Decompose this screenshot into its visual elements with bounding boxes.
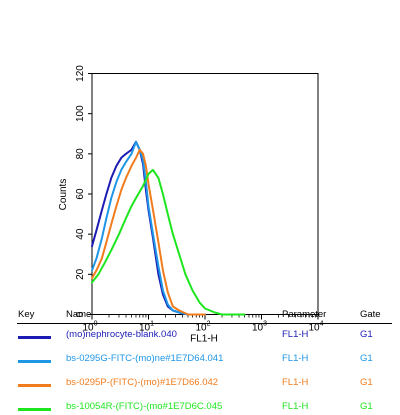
y-tick-label: 60 bbox=[75, 188, 86, 200]
series-line-2 bbox=[91, 140, 206, 316]
key-gate-cell: G1 bbox=[360, 353, 373, 364]
key-name-cell: bs-10054R-(FITC)-(mo#1E7D6C.045 bbox=[66, 401, 223, 412]
key-table-row: bs-0295G-FITC-(mo)ne#1E7D64.041 FL1-H G1 bbox=[0, 351, 400, 367]
key-header: Key bbox=[18, 309, 35, 320]
series-line-1 bbox=[91, 140, 206, 316]
x-axis-label: FL1-H bbox=[190, 334, 218, 345]
key-gate-cell: G1 bbox=[360, 377, 373, 388]
key-table-row: bs-0295P-(FITC)-(mo)#1E7D66.042 FL1-H G1 bbox=[0, 375, 400, 391]
series-line-3 bbox=[91, 148, 206, 316]
y-tick-label: 40 bbox=[75, 228, 86, 240]
key-gate-cell: G1 bbox=[360, 329, 373, 340]
key-name-cell: bs-0295P-(FITC)-(mo)#1E7D66.042 bbox=[66, 377, 219, 388]
key-table-row: bs-10054R-(FITC)-(mo#1E7D6C.045 FL1-H G1 bbox=[0, 399, 400, 415]
key-name-cell: (mo)nephrocyte-blank.040 bbox=[66, 329, 177, 340]
gate-header: Gate bbox=[360, 309, 381, 320]
key-table-header: Key Name Parameter Gate bbox=[0, 307, 400, 324]
key-table-row: (mo)nephrocyte-blank.040 FL1-H G1 bbox=[0, 327, 400, 343]
y-axis-label: Counts bbox=[58, 179, 69, 211]
key-name-cell: bs-0295G-FITC-(mo)ne#1E7D64.041 bbox=[66, 353, 224, 364]
key-parameter-cell: FL1-H bbox=[282, 401, 309, 412]
key-parameter-cell: FL1-H bbox=[282, 329, 309, 340]
series-key-swatch bbox=[18, 384, 51, 387]
series-key-swatch bbox=[18, 408, 51, 411]
series-key-swatch bbox=[18, 336, 51, 339]
key-parameter-cell: FL1-H bbox=[282, 353, 309, 364]
key-parameter-cell: FL1-H bbox=[282, 377, 309, 388]
parameter-header: Parameter bbox=[282, 309, 327, 320]
y-tick-label: 120 bbox=[75, 65, 86, 82]
header-divider bbox=[17, 323, 392, 324]
y-tick-label: 0 bbox=[75, 311, 86, 317]
plot-frame bbox=[91, 73, 319, 315]
name-header: Name bbox=[66, 309, 92, 320]
y-tick-label: 80 bbox=[75, 148, 86, 160]
series-line-4 bbox=[91, 168, 246, 316]
y-tick-label: 100 bbox=[75, 105, 86, 122]
key-gate-cell: G1 bbox=[360, 401, 373, 412]
series-key-swatch bbox=[18, 360, 51, 363]
y-tick-label: 20 bbox=[75, 268, 86, 280]
